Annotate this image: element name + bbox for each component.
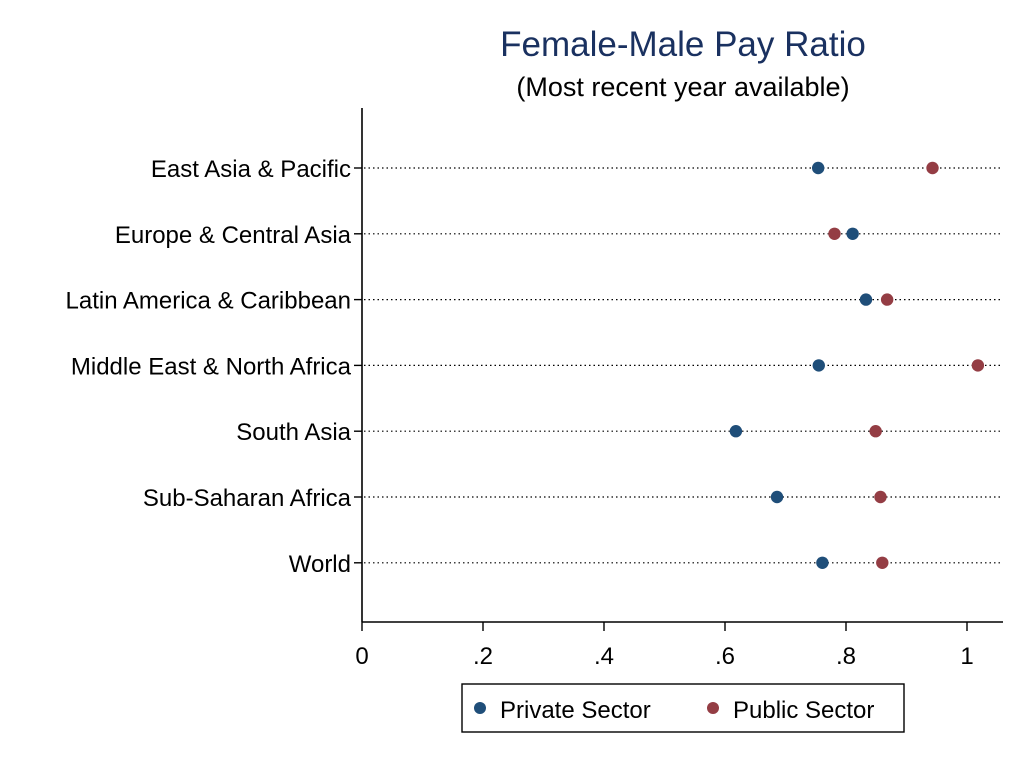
legend-label-private: Private Sector xyxy=(500,697,651,724)
point-public-sector xyxy=(880,293,894,306)
legend-label-public: Public Sector xyxy=(733,697,874,724)
point-private-sector xyxy=(770,490,784,504)
point-private-sector xyxy=(859,293,873,306)
category-label: Middle East & North Africa xyxy=(71,353,352,380)
point-public-sector xyxy=(828,227,841,240)
point-private-sector xyxy=(816,556,829,569)
category-label: East Asia & Pacific xyxy=(151,156,351,183)
x-tick-label: .6 xyxy=(715,643,735,670)
category-label: Sub-Saharan Africa xyxy=(143,485,352,512)
category-labels: East Asia & Pacific Europe & Central Asia… xyxy=(66,156,352,578)
legend-box xyxy=(461,683,905,733)
category-label: Latin America & Caribbean xyxy=(66,288,352,315)
point-public-sector xyxy=(869,425,882,438)
category-label: Europe & Central Asia xyxy=(115,222,352,249)
legend: Private Sector Public Sector xyxy=(461,683,905,733)
x-axis-ticks: 0 .2 .4 .6 .8 1 xyxy=(355,622,974,670)
point-private-sector xyxy=(812,359,825,372)
x-tick-label: .4 xyxy=(594,643,614,670)
point-private-sector xyxy=(811,161,825,175)
category-label: South Asia xyxy=(236,419,351,446)
x-tick-label: 1 xyxy=(960,643,973,670)
guide-lines xyxy=(354,167,1003,564)
data-points xyxy=(729,161,985,569)
point-public-sector xyxy=(874,490,887,504)
legend-marker-public xyxy=(707,702,719,714)
chart-subtitle: (Most recent year available) xyxy=(516,72,849,102)
x-tick-label: .2 xyxy=(473,643,493,670)
point-private-sector xyxy=(846,227,859,240)
chart-title: Female-Male Pay Ratio xyxy=(500,25,866,64)
point-public-sector xyxy=(926,161,939,175)
category-label: World xyxy=(289,551,351,578)
legend-marker-private xyxy=(474,702,486,714)
point-private-sector xyxy=(729,425,743,438)
x-tick-label: .8 xyxy=(836,643,856,670)
point-public-sector xyxy=(876,556,889,569)
point-public-sector xyxy=(971,359,985,372)
x-tick-label: 0 xyxy=(355,643,368,670)
